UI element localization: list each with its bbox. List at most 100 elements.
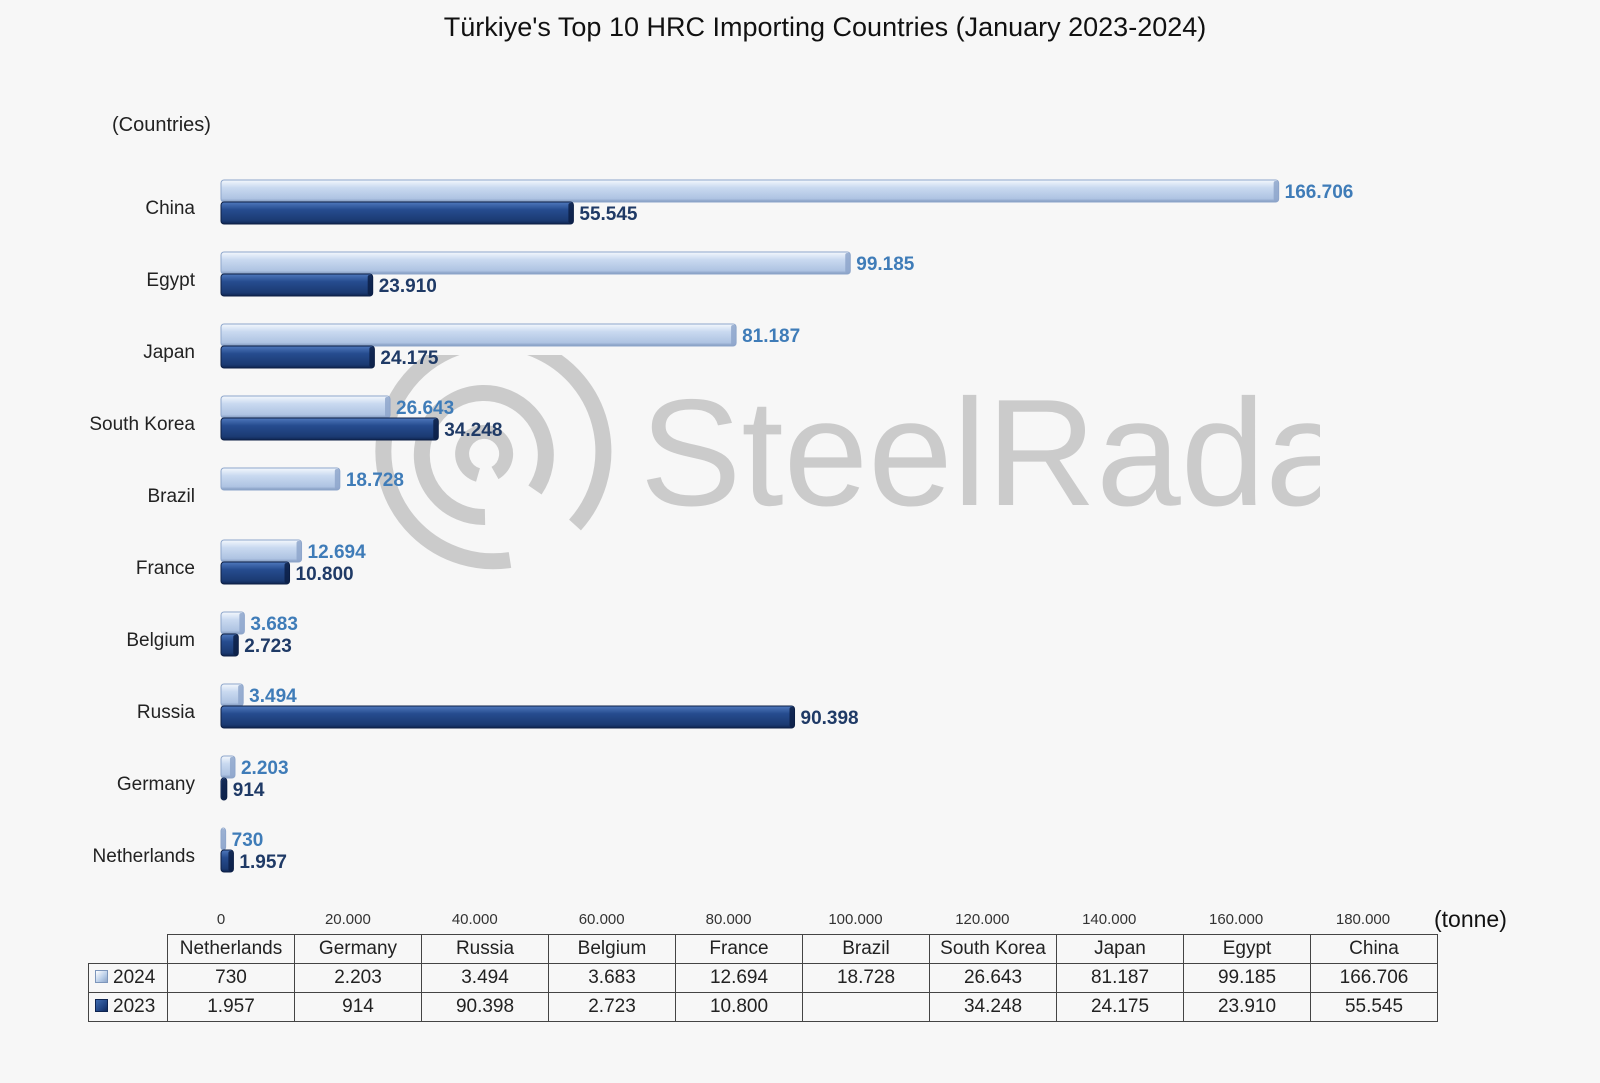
- data-label-2023: 90.398: [801, 708, 859, 729]
- data-label-2024: 81.187: [742, 326, 800, 347]
- x-tick-label: 40.000: [452, 911, 498, 928]
- bar-end-cap: [238, 685, 244, 705]
- category-label: Egypt: [146, 270, 195, 291]
- data-table: Netherlands Germany Russia Belgium Franc…: [88, 934, 1438, 1022]
- table-cell: [802, 992, 930, 1022]
- bar-end-cap: [233, 635, 239, 655]
- data-label-2024: 3.494: [249, 686, 297, 707]
- legend-key-2024: 2024: [88, 963, 168, 993]
- x-tick-label: 60.000: [579, 911, 625, 928]
- table-cell: 99.185: [1183, 963, 1311, 993]
- bar-2023: [220, 705, 796, 729]
- bar-end-cap: [568, 203, 574, 223]
- data-label-2024: 166.706: [1285, 182, 1354, 203]
- table-column-header: Russia: [421, 934, 549, 964]
- table-row-2024: 2024 730 2.203 3.494 3.683 12.694 18.728…: [88, 963, 1438, 993]
- chart-title: Türkiye's Top 10 HRC Importing Countries…: [443, 12, 1207, 42]
- bar-2024: [220, 395, 391, 419]
- table-column-header: Belgium: [548, 934, 676, 964]
- bar-2024: [220, 467, 341, 491]
- bar-end-cap: [239, 613, 245, 633]
- bar-end-cap: [789, 707, 795, 727]
- table-column-header: Egypt: [1183, 934, 1311, 964]
- table-cell: 81.187: [1056, 963, 1184, 993]
- table-cell: 2.723: [548, 992, 676, 1022]
- bar-end-cap: [1273, 181, 1279, 201]
- data-label-2024: 99.185: [856, 254, 915, 275]
- bar-2024: [220, 539, 303, 563]
- category-label: Japan: [143, 342, 195, 363]
- category-label: Germany: [117, 774, 196, 795]
- bar-end-cap: [296, 541, 302, 561]
- category-label: South Korea: [89, 414, 195, 435]
- table-column-header: China: [1310, 934, 1438, 964]
- bar-end-cap: [228, 851, 234, 871]
- table-cell: 2.203: [294, 963, 422, 993]
- x-tick-label: 0: [217, 911, 225, 928]
- data-label-2023: 2.723: [244, 636, 292, 657]
- x-tick-label: 20.000: [325, 911, 371, 928]
- table-header-row: Netherlands Germany Russia Belgium Franc…: [88, 934, 1438, 964]
- data-label-2024: 2.203: [241, 758, 289, 779]
- x-tick-label: 120.000: [955, 911, 1009, 928]
- data-label-2024: 3.683: [250, 614, 298, 635]
- bar-end-cap: [229, 757, 235, 777]
- data-label-2024: 12.694: [308, 542, 367, 563]
- bar-end-cap: [284, 563, 290, 583]
- x-tick-label: 80.000: [706, 911, 752, 928]
- x-tick-label: 100.000: [828, 911, 882, 928]
- category-label: Brazil: [147, 486, 195, 507]
- table-column-header: France: [675, 934, 803, 964]
- x-tick-label: 160.000: [1209, 911, 1263, 928]
- table-column-header: South Korea: [929, 934, 1057, 964]
- bar-2024: [220, 179, 1280, 203]
- bar-2023: [220, 561, 291, 585]
- table-row-2023: 2023 1.957 914 90.398 2.723 10.800 34.24…: [88, 992, 1438, 1022]
- table-cell: 3.683: [548, 963, 676, 993]
- table-cell: 90.398: [421, 992, 549, 1022]
- bar-end-cap: [845, 253, 851, 273]
- bar-2023: [220, 201, 574, 225]
- bar-2024: [220, 323, 737, 347]
- row-label: 2023: [113, 996, 156, 1017]
- data-label-2023: 914: [233, 780, 265, 801]
- data-label-2024: 26.643: [396, 398, 454, 419]
- steelradar-watermark-logo: SteelRadar: [375, 355, 1320, 570]
- data-label-2023: 10.800: [296, 564, 354, 585]
- table-cell: 12.694: [675, 963, 803, 993]
- bar-end-cap: [731, 325, 737, 345]
- table-cell: 914: [294, 992, 422, 1022]
- x-tick-label: 140.000: [1082, 911, 1136, 928]
- legend-swatch-2024-icon: [95, 970, 108, 983]
- bar-2023: [220, 417, 439, 441]
- legend-key-2023: 2023: [88, 992, 168, 1022]
- legend-swatch-2023-icon: [95, 999, 108, 1012]
- category-label: Russia: [137, 702, 196, 723]
- table-cell: 10.800: [675, 992, 803, 1022]
- bar-end-cap: [367, 275, 373, 295]
- bar-end-cap: [385, 397, 391, 417]
- data-label-2023: 34.248: [444, 420, 502, 441]
- table-cell: 730: [167, 963, 295, 993]
- table-column-header: Netherlands: [167, 934, 295, 964]
- bar-end-cap: [369, 347, 375, 367]
- table-cell: 24.175: [1056, 992, 1184, 1022]
- bar-2024: [220, 251, 851, 275]
- x-tick-label: 180.000: [1336, 911, 1390, 928]
- table-column-header: Japan: [1056, 934, 1184, 964]
- data-label-2023: 23.910: [379, 276, 437, 297]
- table-column-header: Germany: [294, 934, 422, 964]
- table-cell: 166.706: [1310, 963, 1438, 993]
- bar-end-cap: [433, 419, 439, 439]
- row-label: 2024: [113, 967, 156, 988]
- bar-end-cap: [221, 779, 227, 799]
- data-label-2023: 55.545: [579, 204, 638, 225]
- unit-label: (tonne): [1434, 906, 1507, 932]
- bar-2023: [220, 273, 374, 297]
- table-cell: 34.248: [929, 992, 1057, 1022]
- table-cell: 18.728: [802, 963, 930, 993]
- watermark-text: SteelRadar: [640, 368, 1320, 538]
- data-label-2024: 730: [232, 830, 264, 851]
- y-axis-title: (Countries): [112, 114, 211, 136]
